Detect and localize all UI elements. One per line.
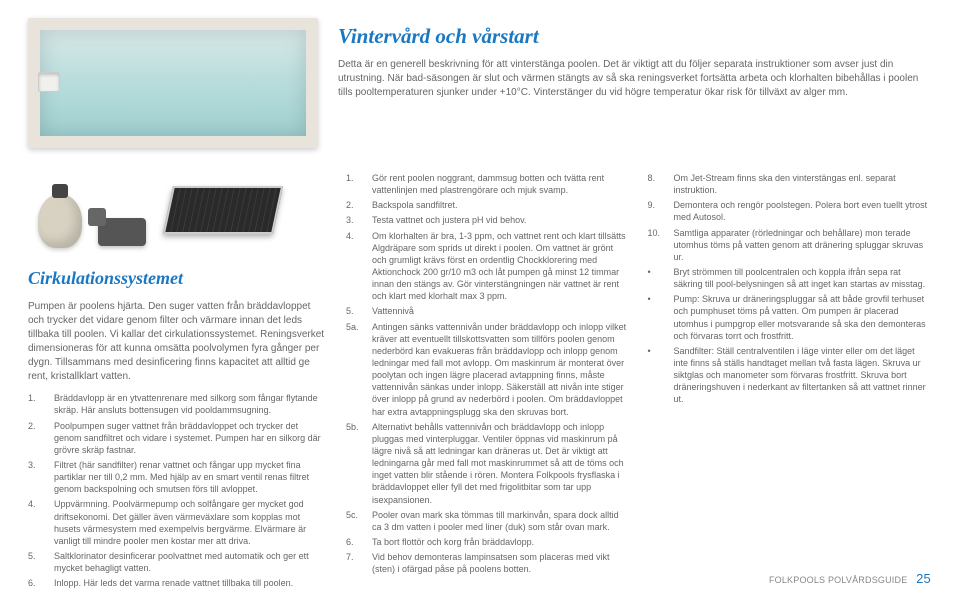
item-text: Vattennivå	[372, 305, 414, 317]
list-item: 4.Uppvärmning. Poolvärmepump och solfång…	[28, 498, 328, 547]
item-number: 1.	[346, 172, 362, 196]
item-number: 2.	[346, 199, 362, 211]
list-item: 2. Backspola sandfiltret.	[346, 199, 630, 211]
list-item: 7. Vid behov demonteras lampinsatsen som …	[346, 551, 630, 575]
item-text: Demontera och rengör poolstegen. Polera …	[674, 199, 932, 223]
list-item: 6. Ta bort flottör och korg från bräddavl…	[346, 536, 630, 548]
right-list: 8. Om Jet-Stream finns ska den vinterstän…	[648, 172, 932, 406]
list-item: 5b. Alternativt behålls vattennivån och b…	[346, 421, 630, 506]
page-title: Vintervård och vårstart	[338, 22, 931, 50]
item-text: Inlopp. Här leds det varma renade vattne…	[54, 577, 293, 589]
item-number: •	[648, 345, 664, 406]
item-number: 10.	[648, 227, 664, 263]
item-text: Saltklorinator desinficerar poolvattnet …	[54, 550, 328, 574]
item-text: Uppvärmning. Poolvärmepump och solfångar…	[54, 498, 328, 547]
pool-image	[28, 18, 318, 148]
item-number: 5b.	[346, 421, 362, 506]
item-number: 3.	[28, 459, 44, 495]
skimmer-graphic	[38, 72, 60, 92]
item-number: •	[648, 266, 664, 290]
item-text: Testa vattnet och justera pH vid behov.	[372, 214, 526, 226]
list-item: 6. Inlopp. Här leds det varma renade vatt…	[28, 577, 328, 589]
intro-paragraph: Detta är en generell beskrivning för att…	[338, 58, 931, 100]
item-number: 1.	[28, 392, 44, 416]
item-text: Pooler ovan mark ska tömmas till markinv…	[372, 509, 630, 533]
item-number: 8.	[648, 172, 664, 196]
list-item: 9. Demontera och rengör poolstegen. Poler…	[648, 199, 932, 223]
item-number: 5.	[28, 550, 44, 574]
item-text: Bräddavlopp är en ytvattenrenare med sil…	[54, 392, 328, 416]
page-number: 25	[916, 571, 931, 586]
mid-numbered-list: 1. Gör rent poolen noggrant, dammsug bott…	[346, 172, 630, 575]
item-number: 5a.	[346, 321, 362, 418]
item-number: •	[648, 293, 664, 342]
item-number: 4.	[346, 230, 362, 303]
item-text: Antingen sänks vattennivån under bräddav…	[372, 321, 630, 418]
equipment-image	[28, 172, 318, 252]
item-text: Sandfilter: Ställ centralventilen i läge…	[674, 345, 932, 406]
item-number: 5c.	[346, 509, 362, 533]
list-item: 5. Saltklorinator desinficerar poolvattne…	[28, 550, 328, 574]
list-item: 10. Samtliga apparater (rörledningar och …	[648, 227, 932, 263]
item-number: 9.	[648, 199, 664, 223]
item-text: Poolpumpen suger vattnet från bräddavlop…	[54, 420, 328, 456]
list-item: 5c. Pooler ovan mark ska tömmas till mark…	[346, 509, 630, 533]
list-item: 4.Om klorhalten är bra, 1-3 ppm, och vat…	[346, 230, 630, 303]
item-text: Vid behov demonteras lampinsatsen som pl…	[372, 551, 630, 575]
item-text: Pump: Skruva ur dräneringspluggar så att…	[674, 293, 932, 342]
item-text: Gör rent poolen noggrant, dammsug botten…	[372, 172, 630, 196]
page-footer: FOLKPOOLS POLVÅRDSGUIDE 25	[769, 570, 931, 588]
list-item: •Pump: Skruva ur dräneringspluggar så at…	[648, 293, 932, 342]
item-text: Bryt strömmen till poolcentralen och kop…	[674, 266, 932, 290]
item-text: Om Jet-Stream finns ska den vinterstänga…	[674, 172, 932, 196]
item-number: 5.	[346, 305, 362, 317]
list-item: 3. Filtret (här sandfilter) renar vattnet…	[28, 459, 328, 495]
item-number: 3.	[346, 214, 362, 226]
item-number: 4.	[28, 498, 44, 547]
list-item: • Bryt strömmen till poolcentralen och ko…	[648, 266, 932, 290]
item-number: 2.	[28, 420, 44, 456]
item-text: Alternativt behålls vattennivån och bräd…	[372, 421, 630, 506]
footer-label: FOLKPOOLS POLVÅRDSGUIDE	[769, 575, 907, 585]
section-title-circulation: Cirkulationssystemet	[28, 266, 328, 290]
list-item: 5. Vattennivå	[346, 305, 630, 317]
list-item: 3. Testa vattnet och justera pH vid behov…	[346, 214, 630, 226]
circulation-body: Pumpen är poolens hjärta. Den suger vatt…	[28, 300, 328, 384]
left-numbered-list: 1. Bräddavlopp är en ytvattenrenare med s…	[28, 392, 328, 589]
item-text: Ta bort flottör och korg från bräddavlop…	[372, 536, 534, 548]
list-item: 2. Poolpumpen suger vattnet från bräddavl…	[28, 420, 328, 456]
item-number: 7.	[346, 551, 362, 575]
item-text: Backspola sandfiltret.	[372, 199, 458, 211]
item-number: 6.	[346, 536, 362, 548]
item-text: Filtret (här sandfilter) renar vattnet o…	[54, 459, 328, 495]
item-text: Samtliga apparater (rörledningar och beh…	[674, 227, 932, 263]
list-item: •Sandfilter: Ställ centralventilen i läg…	[648, 345, 932, 406]
list-item: 5a. Antingen sänks vattennivån under bräd…	[346, 321, 630, 418]
list-item: 8. Om Jet-Stream finns ska den vinterstän…	[648, 172, 932, 196]
list-item: 1. Bräddavlopp är en ytvattenrenare med s…	[28, 392, 328, 416]
list-item: 1. Gör rent poolen noggrant, dammsug bott…	[346, 172, 630, 196]
item-number: 6.	[28, 577, 44, 589]
item-text: Om klorhalten är bra, 1-3 ppm, och vattn…	[372, 230, 630, 303]
